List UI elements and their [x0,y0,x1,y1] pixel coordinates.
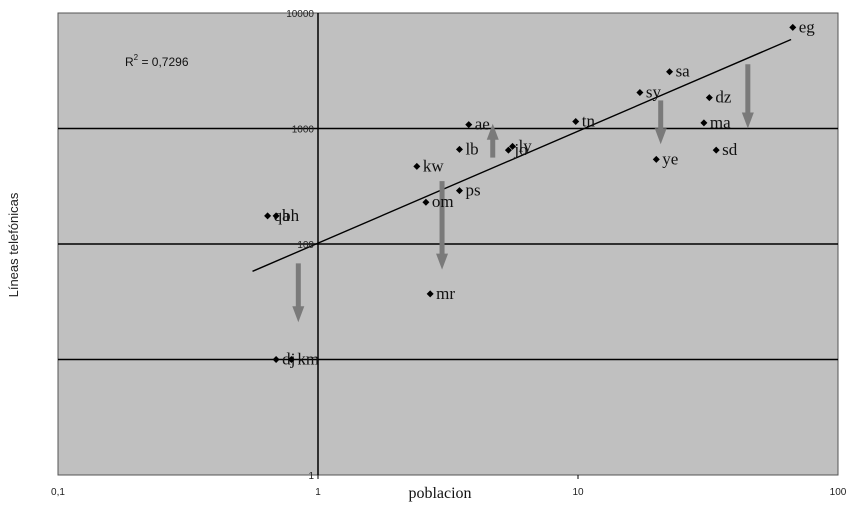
point-label: qa [274,206,291,225]
arrow-group [292,64,754,323]
point-label: om [432,192,454,211]
data-point-bh: bh [272,206,300,225]
point-marker [426,290,434,298]
point-marker [264,212,272,220]
point-label: ly [519,136,533,155]
y-axis-title: Líneas telefónicas [6,192,21,297]
point-label: mr [436,284,455,303]
x-tick-labels: 0,1 1 10 100 [51,487,847,498]
point-label: ye [662,149,678,168]
point-label: dz [715,88,732,107]
data-point-ae: ae [465,115,490,134]
point-marker [705,94,713,102]
data-point-ma: ma [700,113,731,132]
point-marker [465,121,473,129]
point-label: eg [799,17,816,36]
point-marker [572,117,580,125]
arrow [654,100,667,145]
arrow [741,64,754,129]
point-label: ae [475,115,490,134]
point-marker [652,155,660,163]
arrow [486,123,499,158]
r2-annotation: R2 = 0,7296 [125,53,189,69]
point-marker [455,145,463,153]
data-point-sy: sy [636,82,662,101]
y-tick-label: 10000 [286,9,314,20]
point-marker [422,198,430,206]
data-point-kw: kw [413,156,444,175]
point-label: lb [465,139,478,158]
arrow [436,181,449,270]
point-label: kw [423,156,445,175]
data-point-tn: tn [572,111,595,130]
data-point-ps: ps [455,181,481,200]
point-marker [455,187,463,195]
point-label: bh [282,206,300,225]
point-label: ps [465,181,480,200]
point-marker [789,23,797,31]
data-point-ye: ye [652,149,678,168]
point-label: tn [582,111,596,130]
data-point-ly: ly [509,136,532,155]
x-tick-label: 0,1 [51,487,65,498]
data-point-om: om [422,192,454,211]
point-label: sy [646,82,662,101]
x-tick-label: 1 [315,487,321,498]
point-marker [287,356,295,363]
data-point-lb: lb [455,139,479,158]
trendline-group [252,38,792,272]
point-label: ma [710,113,731,132]
point-marker [712,146,720,154]
point-marker [700,119,708,127]
data-point-km: km [287,350,319,369]
data-point-eg: eg [789,17,815,36]
data-point-sa: sa [666,62,690,81]
point-label: jo [513,140,527,159]
point-marker [504,146,512,154]
point-marker [636,88,644,96]
points-group: egsasydztnmaaelblyjosdyekwpsomqabhmrdjkm [264,17,815,369]
data-point-jo: jo [504,140,528,159]
x-axis-title: poblacion [408,485,471,502]
data-point-qa: qa [264,206,290,225]
point-marker [272,356,280,363]
point-label: sa [676,62,691,81]
data-point-dz: dz [705,88,732,107]
y-tick-label: 100 [297,240,314,251]
data-point-sd: sd [712,140,738,159]
y-tick-label: 1000 [292,125,315,136]
point-marker [272,212,280,220]
gridlines [58,13,838,479]
trendline [252,38,792,272]
point-label: km [297,350,319,369]
point-marker [413,162,421,170]
y-tick-label: 1 [308,471,314,482]
y-tick-labels: 1 100 1000 10000 [286,9,314,482]
data-point-mr: mr [426,284,455,303]
x-tick-label: 10 [572,487,584,498]
point-marker [509,142,517,150]
arrow [292,263,305,323]
point-label: sd [722,140,738,159]
point-marker [666,68,674,76]
x-tick-label: 100 [830,487,847,498]
